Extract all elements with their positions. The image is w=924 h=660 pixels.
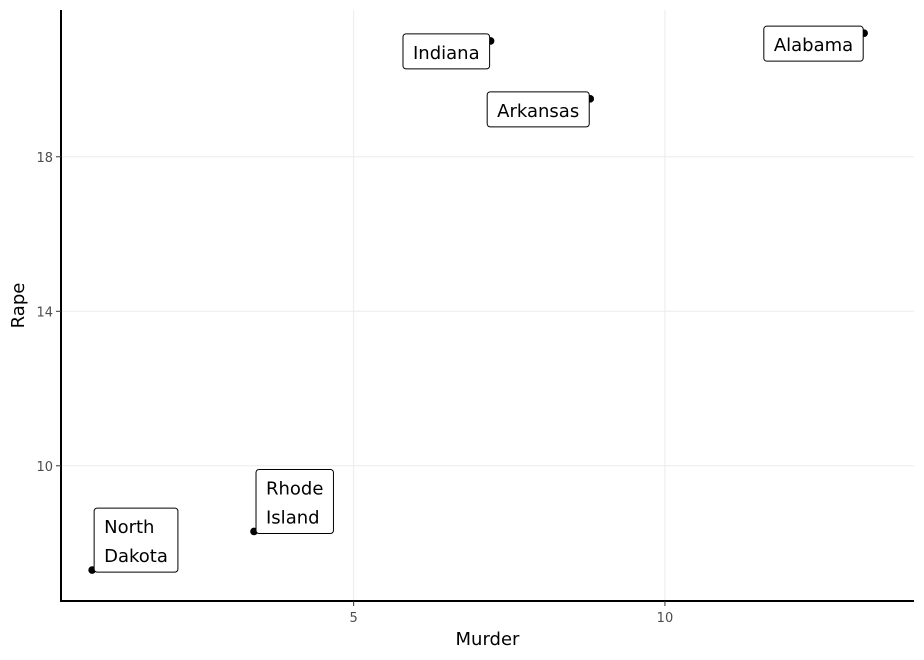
- point-label-text: Dakota: [104, 546, 168, 567]
- label-box-frame: [763, 25, 864, 62]
- x-tick-label: 10: [657, 611, 674, 626]
- label-box-frame: [255, 468, 334, 534]
- point-label-text: Indiana: [413, 43, 480, 64]
- point-label-box: Indiana: [402, 33, 491, 70]
- y-tick-label: 18: [36, 151, 53, 166]
- y-tick-label: 10: [36, 460, 53, 475]
- y-axis-title: Rape: [8, 283, 29, 329]
- x-axis-title: Murder: [456, 629, 521, 650]
- label-box-frame: [93, 507, 179, 573]
- point-label-text: Rhode: [266, 478, 323, 499]
- axes: 5 10 10 14 18: [36, 10, 914, 626]
- y-tick-label: 14: [36, 305, 53, 320]
- point-label-box: North Dakota: [93, 507, 179, 573]
- grid-layer: [61, 10, 914, 601]
- point-label-text: North: [104, 517, 154, 538]
- point-labels: Alabama Indiana Arkansas Rhode Island North Da…: [93, 25, 864, 573]
- point-label-text: Island: [266, 507, 320, 528]
- point-label-text: Alabama: [774, 35, 853, 56]
- point-label-box: Arkansas: [486, 91, 590, 128]
- point-label-text: Arkansas: [497, 101, 579, 122]
- data-points: [88, 29, 868, 574]
- point-label-box: Rhode Island: [255, 468, 334, 534]
- x-tick-label: 5: [349, 611, 357, 626]
- point-label-box: Alabama: [763, 25, 864, 62]
- label-box-frame: [486, 91, 590, 128]
- label-box-frame: [402, 33, 491, 70]
